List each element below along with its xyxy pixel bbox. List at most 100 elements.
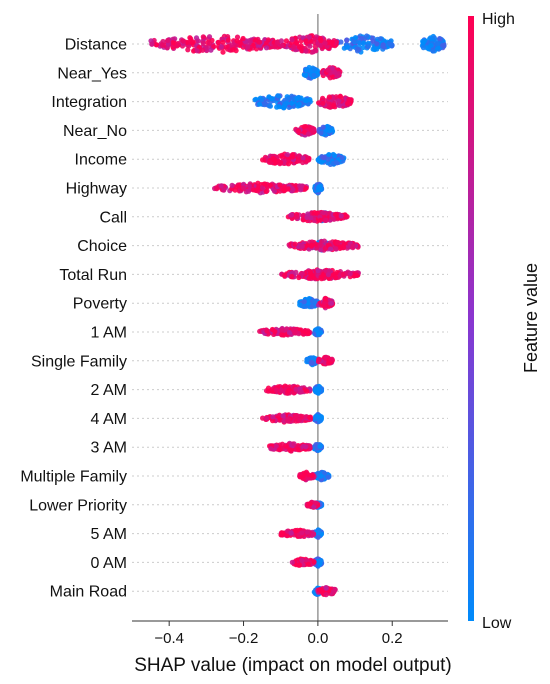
- feature-label: Income: [75, 152, 128, 169]
- shap-point: [347, 271, 353, 277]
- shap-point: [315, 385, 321, 392]
- shap-point: [439, 42, 446, 48]
- shap-point: [277, 159, 284, 166]
- shap-point: [313, 500, 319, 506]
- shap-point: [320, 272, 326, 278]
- shap-point: [372, 46, 378, 53]
- shap-point: [315, 268, 321, 274]
- shap-point: [318, 557, 324, 564]
- shap-point: [318, 473, 324, 479]
- shap-point: [316, 41, 322, 48]
- shap-point: [308, 243, 314, 249]
- shap-point: [208, 47, 214, 53]
- shap-point: [279, 43, 285, 49]
- shap-point: [426, 46, 432, 52]
- feature-label: Integration: [51, 94, 127, 111]
- shap-point: [326, 275, 332, 281]
- shap-point: [323, 585, 329, 591]
- feature-points: [257, 325, 325, 338]
- shap-point: [310, 355, 316, 361]
- shap-point: [304, 529, 311, 535]
- shap-point: [307, 97, 313, 103]
- shap-point: [293, 386, 299, 392]
- feature-label: Distance: [65, 37, 127, 54]
- shap-point: [318, 37, 324, 44]
- shap-point: [320, 210, 326, 216]
- shap-point: [278, 532, 284, 538]
- shap-point: [271, 188, 278, 194]
- shap-point: [326, 268, 332, 274]
- shap-point: [311, 559, 317, 565]
- shap-point: [338, 244, 344, 250]
- feature-points: [285, 209, 350, 224]
- shap-point: [339, 155, 345, 161]
- shap-point: [307, 415, 313, 421]
- feature-points: [289, 556, 325, 569]
- shap-point: [304, 356, 310, 363]
- feature-label: Poverty: [73, 296, 127, 313]
- shap-point: [300, 155, 306, 161]
- shap-point: [289, 37, 295, 43]
- shap-point: [430, 48, 436, 54]
- feature-label: Main Road: [50, 584, 127, 601]
- feature-label: Call: [99, 209, 127, 226]
- shap-point: [312, 217, 318, 224]
- shap-point: [245, 44, 251, 50]
- shap-point: [309, 304, 315, 310]
- shap-point: [218, 183, 224, 189]
- shap-point: [273, 443, 279, 449]
- colorbar-title: Feature value: [521, 263, 541, 373]
- shap-point: [434, 41, 440, 47]
- feature-points: [304, 354, 335, 368]
- shap-point: [194, 48, 200, 54]
- shap-point: [332, 587, 338, 593]
- shap-point: [214, 186, 220, 192]
- shap-point: [278, 388, 284, 394]
- shap-point: [200, 34, 206, 40]
- shap-point: [306, 34, 312, 40]
- shap-point: [316, 418, 323, 424]
- shap-point: [284, 152, 291, 158]
- shap-point: [234, 34, 241, 40]
- feature-points: [252, 93, 354, 111]
- shap-point: [286, 330, 293, 336]
- shap-point: [240, 185, 246, 191]
- shap-point: [303, 38, 309, 44]
- feature-points: [301, 64, 343, 81]
- shap-point: [298, 389, 304, 395]
- shap-point: [263, 188, 269, 195]
- shap-point: [434, 46, 440, 52]
- shap-point: [218, 44, 224, 50]
- shap-point: [320, 100, 326, 106]
- shap-point: [333, 160, 339, 166]
- shap-point: [269, 326, 275, 333]
- shap-point: [300, 159, 306, 166]
- feature-points: [263, 383, 325, 396]
- shap-point: [307, 443, 313, 449]
- shap-point: [328, 39, 334, 46]
- shap-point: [288, 530, 294, 536]
- shap-point: [306, 275, 313, 281]
- shap-point: [165, 37, 171, 44]
- shap-point: [437, 36, 443, 42]
- shap-point: [200, 47, 206, 53]
- shap-point: [289, 154, 296, 160]
- shap-point: [331, 153, 338, 159]
- shap-point: [291, 44, 297, 50]
- shap-point: [274, 39, 281, 46]
- shap-point: [307, 501, 313, 507]
- shap-point: [380, 43, 386, 49]
- shap-point: [299, 271, 305, 277]
- shap-point: [165, 41, 171, 47]
- shap-point: [294, 214, 300, 220]
- shap-point: [206, 40, 213, 46]
- shap-point: [153, 42, 160, 48]
- shap-point: [344, 37, 350, 43]
- shap-point: [276, 104, 282, 110]
- feature-points: [148, 33, 447, 55]
- shap-point: [320, 124, 326, 130]
- shap-point: [344, 101, 351, 107]
- shap-point: [268, 446, 274, 452]
- shap-point: [347, 97, 353, 103]
- shap-point: [303, 444, 309, 450]
